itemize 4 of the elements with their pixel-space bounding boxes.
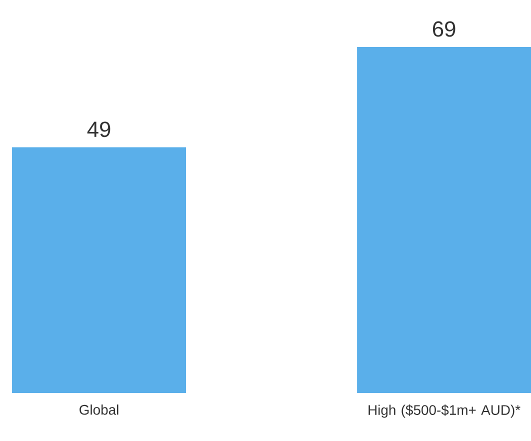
data-label: 69 (432, 21, 456, 37)
x-tick-label: High ($500-$1m+ AUD)* (368, 404, 520, 418)
data-label: 49 (87, 122, 110, 138)
x-tick-label: Global (80, 404, 118, 415)
